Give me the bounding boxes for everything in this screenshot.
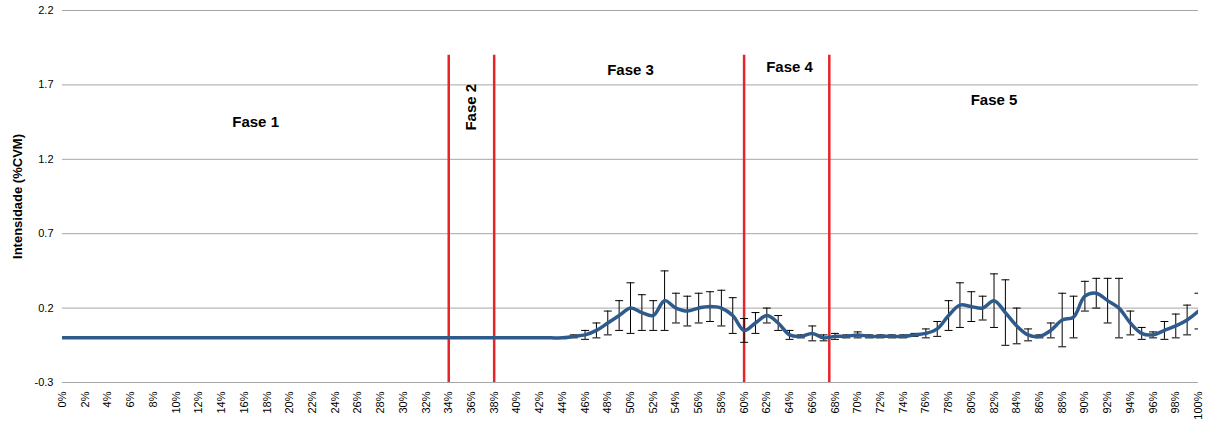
svg-text:34%: 34%: [442, 391, 454, 413]
svg-text:96%: 96%: [1147, 391, 1159, 413]
svg-text:64%: 64%: [783, 391, 795, 413]
svg-text:Fase 2: Fase 2: [462, 84, 479, 131]
svg-text:22%: 22%: [306, 391, 318, 413]
svg-text:1.7: 1.7: [38, 78, 53, 90]
svg-text:98%: 98%: [1169, 391, 1181, 413]
svg-text:46%: 46%: [579, 391, 591, 413]
svg-text:0.7: 0.7: [38, 227, 53, 239]
svg-text:0%: 0%: [56, 391, 68, 407]
svg-text:18%: 18%: [261, 391, 273, 413]
svg-text:44%: 44%: [556, 391, 568, 413]
svg-text:78%: 78%: [942, 391, 954, 413]
svg-text:86%: 86%: [1033, 391, 1045, 413]
svg-text:Fase 5: Fase 5: [971, 91, 1018, 108]
svg-text:6%: 6%: [124, 391, 136, 407]
svg-text:100%: 100%: [1192, 391, 1204, 419]
svg-text:4%: 4%: [101, 391, 113, 407]
svg-text:84%: 84%: [1010, 391, 1022, 413]
svg-text:26%: 26%: [351, 391, 363, 413]
svg-text:28%: 28%: [374, 391, 386, 413]
svg-text:20%: 20%: [283, 391, 295, 413]
svg-text:Fase 1: Fase 1: [232, 113, 279, 130]
svg-text:2%: 2%: [79, 391, 91, 407]
svg-text:30%: 30%: [397, 391, 409, 413]
svg-text:52%: 52%: [647, 391, 659, 413]
svg-text:66%: 66%: [806, 391, 818, 413]
svg-text:2.2: 2.2: [38, 4, 53, 16]
svg-text:76%: 76%: [919, 391, 931, 413]
svg-text:48%: 48%: [601, 391, 613, 413]
svg-text:58%: 58%: [715, 391, 727, 413]
svg-text:56%: 56%: [692, 391, 704, 413]
svg-text:62%: 62%: [760, 391, 772, 413]
svg-text:14%: 14%: [215, 391, 227, 413]
svg-text:70%: 70%: [851, 391, 863, 413]
svg-text:24%: 24%: [329, 391, 341, 413]
svg-text:1.2: 1.2: [38, 153, 53, 165]
svg-text:88%: 88%: [1056, 391, 1068, 413]
svg-text:90%: 90%: [1078, 391, 1090, 413]
svg-text:Fase 3: Fase 3: [607, 61, 654, 78]
svg-text:Intensidade (%CVM): Intensidade (%CVM): [10, 134, 25, 259]
svg-text:60%: 60%: [738, 391, 750, 413]
svg-text:92%: 92%: [1101, 391, 1113, 413]
svg-text:36%: 36%: [465, 391, 477, 413]
svg-text:80%: 80%: [965, 391, 977, 413]
svg-text:82%: 82%: [988, 391, 1000, 413]
svg-text:94%: 94%: [1124, 391, 1136, 413]
svg-text:-0.3: -0.3: [35, 376, 54, 388]
svg-text:38%: 38%: [488, 391, 500, 413]
svg-text:8%: 8%: [147, 391, 159, 407]
svg-text:Fase 4: Fase 4: [766, 58, 813, 75]
svg-text:72%: 72%: [874, 391, 886, 413]
svg-text:16%: 16%: [238, 391, 250, 413]
svg-text:74%: 74%: [897, 391, 909, 413]
svg-text:0.2: 0.2: [38, 302, 53, 314]
svg-text:10%: 10%: [170, 391, 182, 413]
svg-text:54%: 54%: [669, 391, 681, 413]
svg-text:12%: 12%: [192, 391, 204, 413]
svg-text:50%: 50%: [624, 391, 636, 413]
svg-text:40%: 40%: [510, 391, 522, 413]
svg-text:68%: 68%: [829, 391, 841, 413]
svg-text:32%: 32%: [420, 391, 432, 413]
svg-text:42%: 42%: [533, 391, 545, 413]
